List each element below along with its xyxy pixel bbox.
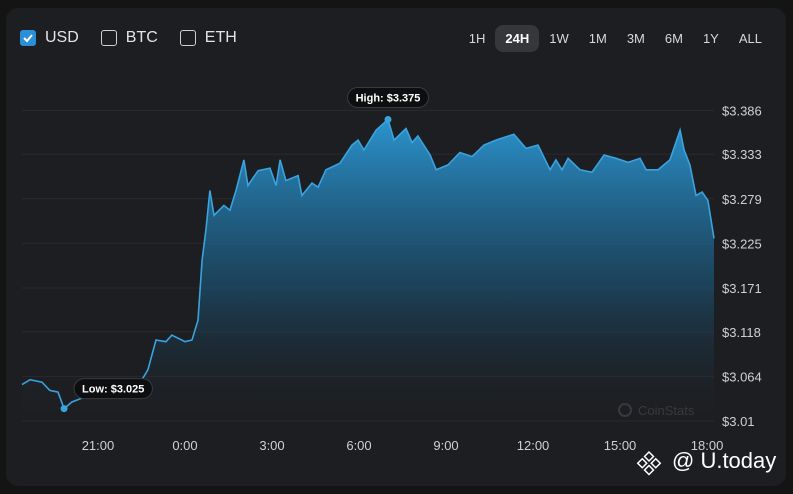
x-tick-label: 21:00	[82, 438, 115, 453]
annotation-label: Low: $3.025	[82, 384, 144, 396]
annotation: High: $3.375	[347, 86, 429, 108]
checkbox[interactable]	[100, 30, 117, 46]
x-tick-label: 15:00	[604, 438, 637, 453]
range-button[interactable]: 1M	[588, 30, 607, 46]
x-tick-label: 9:00	[433, 438, 458, 453]
y-tick-label: $3.01	[722, 414, 755, 429]
currency-toggle[interactable]: BTC	[100, 29, 158, 47]
range-button[interactable]: 6M	[664, 30, 683, 46]
y-tick-label: $3.333	[722, 147, 762, 162]
y-tick-label: $3.386	[722, 103, 762, 118]
x-tick-label: 0:00	[172, 438, 197, 453]
credit-logo	[636, 450, 662, 476]
checkbox[interactable]	[20, 30, 36, 46]
credit: @ U.today	[672, 448, 776, 473]
checkbox[interactable]	[179, 30, 196, 46]
x-tick-label: 12:00	[517, 438, 550, 453]
x-tick-label: 3:00	[259, 438, 284, 453]
y-tick-label: $3.279	[722, 192, 762, 207]
annotation-label: High: $3.375	[356, 92, 421, 104]
currency-toggles: USD BTC ETH	[20, 29, 259, 47]
y-tick-label: $3.118	[722, 325, 761, 340]
extreme-marker	[384, 115, 392, 123]
currency-label: ETH	[204, 29, 237, 46]
logo	[636, 450, 662, 476]
plot: $3.386 $3.333 $3.279 $3.225 $3.171 $3.118 $3.0…	[21, 86, 762, 453]
y-tick-label: $3.171	[722, 281, 762, 296]
check-icon	[23, 34, 33, 43]
currency-toggle[interactable]: USD	[20, 29, 79, 47]
currency-label: USD	[45, 29, 79, 46]
area	[22, 119, 714, 422]
y-tick-label: $3.225	[722, 236, 762, 251]
extreme-marker	[60, 405, 68, 413]
range-button[interactable]: 3M	[626, 30, 645, 46]
annotation: Low: $3.025	[73, 378, 153, 400]
annotation-box	[73, 378, 153, 400]
x-tick-label: 18:00	[691, 438, 724, 453]
range-button[interactable]: 1H	[468, 30, 486, 46]
currency-toggle[interactable]: ETH	[179, 29, 237, 47]
range-button[interactable]: 1Y	[702, 30, 719, 46]
toolbar: USD BTC ETH 1H 24H 1W 1M 3M 6M 1Y ALL	[20, 24, 772, 52]
range-buttons: 1H 24H 1W 1M 3M 6M 1Y ALL	[459, 24, 772, 52]
annotation-box	[347, 86, 429, 108]
currency-label: BTC	[125, 29, 158, 46]
x-tick-label: 6:00	[346, 438, 371, 453]
range-button[interactable]: 24H	[495, 24, 540, 52]
line	[21, 117, 715, 410]
y-tick-label: $3.064	[722, 369, 762, 384]
range-button[interactable]: ALL	[738, 30, 762, 46]
range-button[interactable]: 1W	[549, 30, 569, 46]
